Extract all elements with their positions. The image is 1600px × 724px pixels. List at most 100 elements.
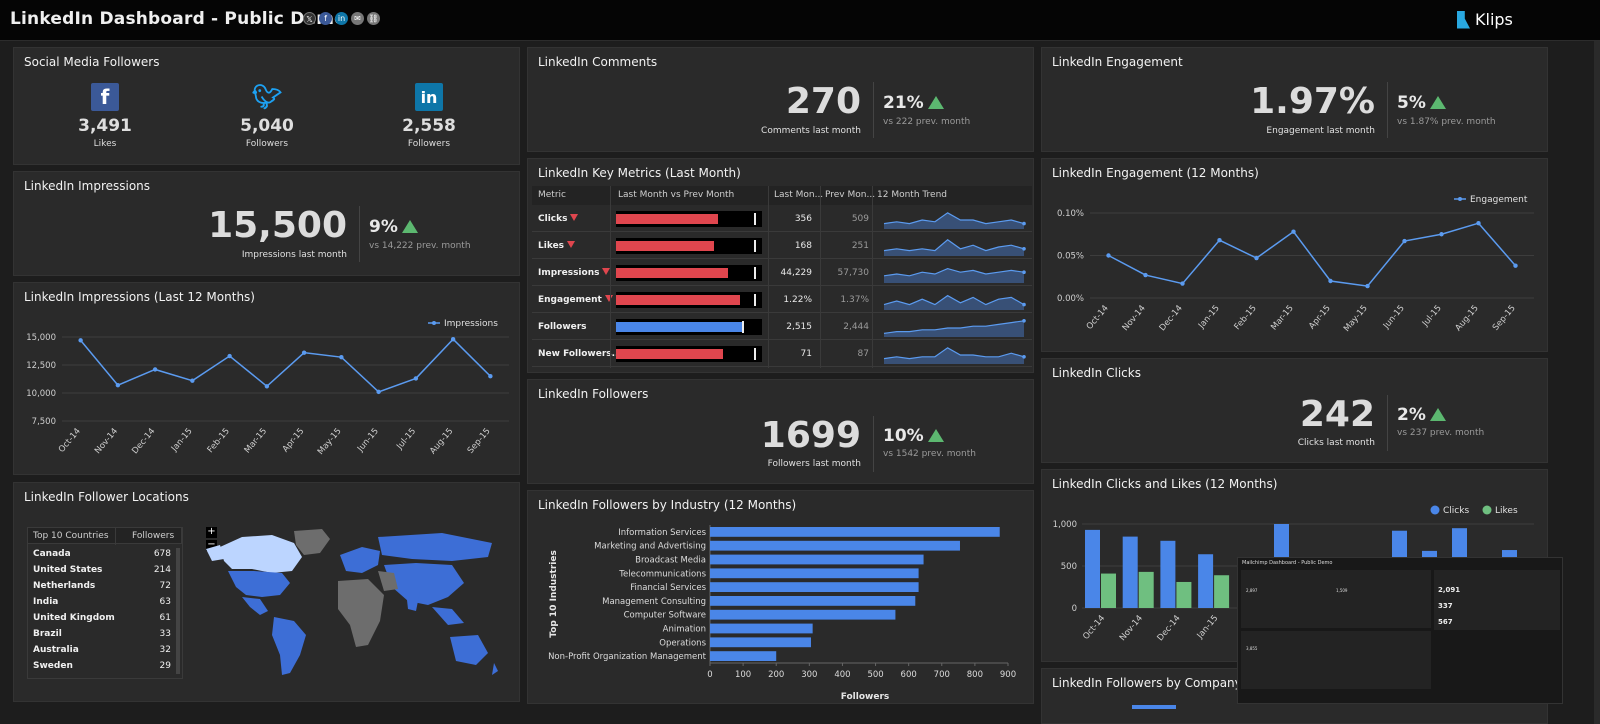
email-icon[interactable]: ✉ [351, 12, 364, 25]
map-se-asia [432, 607, 464, 625]
key-metrics-panel: LinkedIn Key Metrics (Last Month) Metric… [527, 158, 1034, 373]
world-map[interactable] [202, 525, 502, 685]
sparkline-line [883, 239, 1025, 252]
x-tick-label: Jun-15 [355, 427, 381, 455]
metrics-row: Followers 2,515 2,444 [532, 313, 1032, 340]
x-tick-label: Aug-15 [1454, 304, 1481, 334]
country-row[interactable]: Canada 678 [28, 546, 175, 562]
share-icons: 𝕏 f in ✉ ⛓ [303, 12, 380, 25]
data-point [1365, 283, 1370, 289]
linkedin-icon[interactable]: in [335, 12, 348, 25]
facebook-icon: f [91, 83, 119, 111]
y-axis-title: Top 10 Industries [549, 550, 559, 638]
category-label: Telecommunications [618, 569, 706, 579]
bar [710, 540, 960, 551]
linkedin-value: 2,558 [402, 116, 456, 136]
company-size-bar [1132, 705, 1176, 709]
klips-logo[interactable]: Klips [1457, 10, 1513, 29]
industry-bar-chart: Information Services Marketing and Advert… [548, 525, 1016, 702]
zoom-in-button[interactable]: + [206, 526, 217, 538]
map-canada [220, 535, 302, 573]
preview-value-3: 567 [1438, 618, 1453, 626]
x-tick-label: Oct-14 [57, 427, 83, 455]
prev-month-value: 251 [851, 241, 869, 251]
twitter-icon: 🐦︎ [251, 83, 283, 111]
map-usa [228, 571, 290, 597]
x-tick-label: Jan-15 [1196, 304, 1222, 332]
bullet-target [753, 213, 756, 225]
legend-label: Likes [1495, 506, 1518, 516]
twitter-value: 5,040 [240, 116, 294, 136]
facebook-icon[interactable]: f [319, 12, 332, 25]
down-arrow-icon [602, 268, 611, 275]
x-tick-label: Nov-14 [1121, 304, 1148, 334]
x-tick-label: Nov-14 [1118, 614, 1145, 644]
data-point [190, 378, 195, 383]
up-arrow-icon [401, 220, 418, 233]
klips-logo-icon [1457, 10, 1470, 29]
last-month-value: 44,229 [780, 268, 813, 278]
data-point [450, 337, 456, 342]
y-tick-label: 0.10% [1057, 209, 1084, 219]
page-scrollbar[interactable] [1594, 41, 1600, 724]
comments-caption: Comments last month [761, 126, 861, 136]
data-point [488, 374, 493, 379]
x-tick-label: Sep-15 [466, 427, 493, 456]
table-scrollbar[interactable] [176, 548, 180, 674]
metrics-table-header: Metric Last Month vs Prev Month Last Mon… [532, 186, 1032, 205]
x-icon[interactable]: 𝕏 [303, 12, 316, 25]
country-followers: 32 [159, 645, 171, 655]
metrics-row: Likes 168 251 [532, 232, 1032, 259]
country-row[interactable]: Netherlands 72 [28, 578, 175, 594]
country-row[interactable]: United States 214 [28, 562, 175, 578]
sparkline-end-point [1022, 221, 1026, 226]
bar [710, 651, 777, 661]
followers-kpi-panel: LinkedIn Followers 1699 Followers last m… [527, 379, 1034, 484]
zoom-out-button[interactable]: − [206, 539, 217, 551]
bullet-bar [616, 238, 762, 254]
y-tick-label: 0 [1072, 604, 1077, 614]
header-country: Top 10 Countries [33, 531, 109, 541]
impressions-prev: vs 14,222 prev. month [369, 241, 471, 251]
country-row[interactable]: Sweden 29 [28, 658, 175, 674]
twitter-label: Followers [245, 139, 289, 149]
engagement-change: 5% [1397, 93, 1446, 113]
sparkline [883, 347, 1026, 364]
kpi-divider [873, 82, 874, 138]
legend-marker [1458, 197, 1462, 201]
legend-label: Engagement [1470, 195, 1528, 205]
y-tick-label: 7,500 [32, 417, 56, 427]
category-label: Operations [659, 638, 706, 648]
x-tick-label: 700 [934, 670, 950, 680]
country-row[interactable]: Australia 32 [28, 642, 175, 658]
social-followers-panel: Social Media Followers f 3,491 Likes 🐦︎ … [13, 47, 520, 165]
panel-title: LinkedIn Impressions (Last 12 Months) [24, 290, 255, 304]
bullet-bar [616, 292, 762, 308]
legend-marker [432, 321, 436, 325]
sparkline-end-point [1022, 319, 1026, 323]
country-followers: 29 [159, 661, 171, 671]
bullet-target [753, 267, 756, 279]
link-icon[interactable]: ⛓ [367, 12, 380, 25]
dashboard-title: LinkedIn Dashboard - Public Demo [10, 9, 347, 29]
impressions-caption: Impressions last month [241, 250, 347, 260]
x-tick-label: 900 [1000, 670, 1016, 680]
country-row[interactable]: India 63 [28, 594, 175, 610]
clicks-kpi-panel: LinkedIn Clicks 242 Clicks last month 2%… [1041, 358, 1548, 463]
up-arrow-icon [927, 96, 944, 109]
x-axis-title: Followers [841, 692, 890, 702]
engagement-prev: vs 1.87% prev. month [1397, 117, 1496, 127]
klips-logo-text: Klips [1475, 10, 1513, 29]
x-tick-label: Apr-15 [1307, 304, 1333, 332]
preview-title: Mailchimp Dashboard - Public Demo [1242, 560, 1333, 566]
map-africa [338, 579, 384, 647]
country-row[interactable]: United Kingdom 61 [28, 610, 175, 626]
data-point [264, 384, 270, 389]
metric-name: Clicks [538, 214, 579, 224]
country-name: Sweden [33, 661, 73, 671]
down-arrow-icon [604, 295, 613, 302]
dashboard-preview-thumbnail[interactable]: Mailchimp Dashboard - Public Demo 2,091 … [1237, 557, 1563, 704]
facebook-label: Likes [93, 139, 117, 149]
country-row[interactable]: Brazil 33 [28, 626, 175, 642]
bar-likes [1176, 581, 1192, 608]
